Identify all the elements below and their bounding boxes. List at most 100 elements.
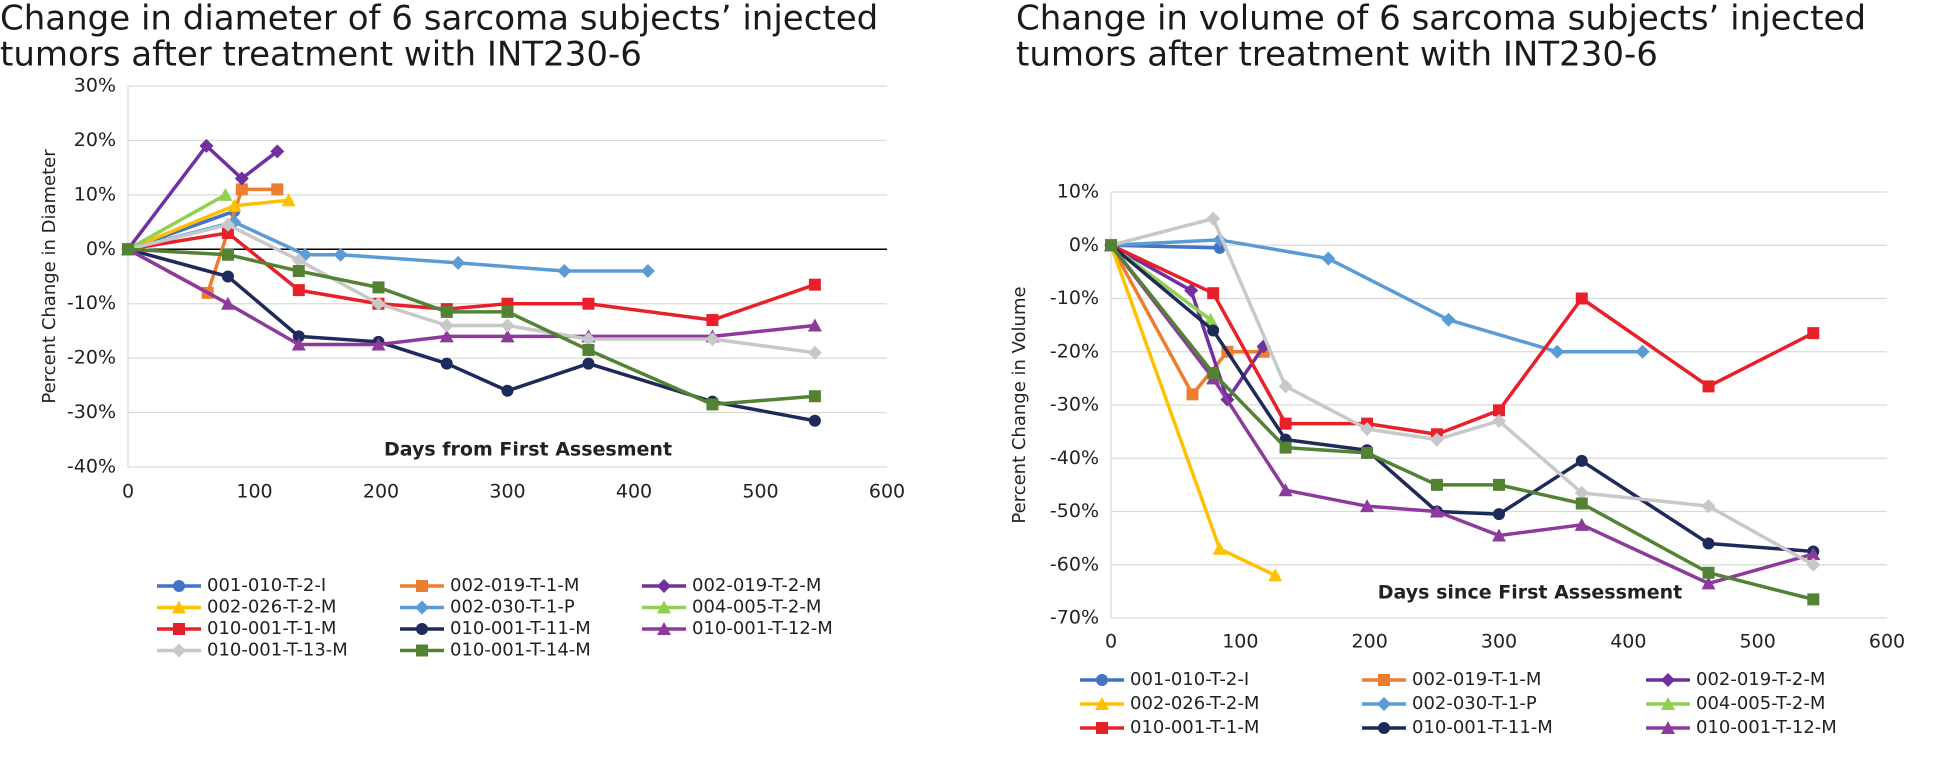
point bbox=[234, 171, 249, 186]
point bbox=[1360, 499, 1375, 513]
point bbox=[333, 247, 348, 262]
x-tick-label: 0 bbox=[122, 481, 134, 503]
legend-label: 002-019-T-1-M bbox=[1412, 669, 1541, 690]
x-tick-label: 200 bbox=[1352, 631, 1388, 653]
series bbox=[1110, 243, 1815, 437]
chart-title: tumors after treatment with INT230-6 bbox=[0, 35, 642, 75]
x-tick-label: 200 bbox=[363, 481, 399, 503]
legend-label: 004-005-T-2-M bbox=[692, 597, 821, 618]
point bbox=[1207, 287, 1220, 300]
point bbox=[291, 253, 306, 268]
legend-label: 002-030-T-1-P bbox=[450, 597, 575, 618]
series-line bbox=[126, 144, 279, 251]
point bbox=[371, 337, 386, 351]
point bbox=[371, 296, 386, 311]
point bbox=[220, 296, 235, 310]
legend-marker bbox=[172, 600, 186, 614]
chart-title: Change in diameter of 6 sarcoma subjects… bbox=[0, 0, 878, 39]
point bbox=[1702, 537, 1715, 550]
y-tick-label: -10% bbox=[67, 292, 116, 314]
legend-marker bbox=[1378, 674, 1390, 686]
legend-label: 001-010-T-2-I bbox=[207, 575, 326, 596]
point bbox=[1429, 432, 1444, 447]
point bbox=[1807, 593, 1820, 606]
series bbox=[126, 144, 279, 251]
series bbox=[1110, 243, 1266, 402]
point bbox=[1441, 312, 1456, 327]
y-tick-label: -30% bbox=[67, 401, 116, 423]
point bbox=[220, 217, 235, 232]
y-axis-label: Percent Change in Diameter bbox=[39, 149, 60, 404]
point bbox=[1701, 499, 1716, 514]
y-tick-label: -40% bbox=[67, 456, 116, 478]
point bbox=[1321, 251, 1336, 266]
point bbox=[1203, 312, 1218, 326]
point bbox=[1806, 557, 1821, 572]
y-tick-label: -20% bbox=[67, 347, 116, 369]
point bbox=[440, 357, 453, 370]
point bbox=[706, 398, 719, 411]
point bbox=[271, 183, 284, 196]
point bbox=[1278, 483, 1293, 497]
y-tick-label: -60% bbox=[1050, 553, 1099, 575]
point bbox=[706, 314, 719, 327]
point bbox=[1268, 568, 1283, 582]
point bbox=[640, 264, 655, 279]
point bbox=[1492, 413, 1506, 428]
legend-label: 010-001-T-1-M bbox=[1130, 717, 1259, 738]
y-tick-label: 30% bbox=[74, 75, 116, 97]
series-line bbox=[1110, 238, 1643, 354]
point bbox=[1207, 324, 1220, 337]
y-tick-label: 10% bbox=[1057, 181, 1099, 203]
point bbox=[807, 318, 822, 332]
legend-marker bbox=[416, 623, 428, 635]
point bbox=[1212, 541, 1227, 555]
point bbox=[581, 332, 596, 347]
point bbox=[451, 255, 466, 270]
series bbox=[127, 193, 227, 251]
point bbox=[235, 183, 248, 196]
point bbox=[1429, 504, 1444, 518]
y-tick-label: -50% bbox=[1050, 500, 1099, 522]
x-tick-label: 100 bbox=[236, 481, 272, 503]
point bbox=[1493, 404, 1505, 417]
x-tick-label: 300 bbox=[1481, 631, 1517, 653]
series-line bbox=[1110, 243, 1266, 402]
x-tick-label: 500 bbox=[742, 481, 778, 503]
legend-marker bbox=[172, 643, 186, 658]
point bbox=[1807, 327, 1820, 340]
point bbox=[1575, 454, 1588, 467]
chart-title: tumors after treatment with INT230-6 bbox=[1016, 35, 1658, 75]
legend-marker bbox=[416, 644, 428, 657]
x-tick-label: 0 bbox=[1105, 631, 1117, 653]
y-tick-label: 0% bbox=[1069, 234, 1099, 256]
legend-label: 010-001-T-1-M bbox=[207, 618, 336, 639]
point bbox=[292, 330, 305, 343]
legend-label: 002-019-T-2-M bbox=[1696, 669, 1825, 690]
point bbox=[1279, 417, 1292, 430]
point bbox=[1493, 508, 1505, 521]
point bbox=[291, 337, 306, 351]
point bbox=[1207, 367, 1220, 380]
point bbox=[1278, 379, 1293, 394]
point bbox=[1702, 566, 1715, 579]
legend-marker bbox=[1661, 697, 1675, 710]
legend-marker bbox=[416, 580, 428, 592]
point bbox=[270, 144, 285, 159]
point bbox=[1279, 441, 1292, 454]
y-tick-label: -40% bbox=[1050, 447, 1099, 469]
legend-marker bbox=[1661, 721, 1675, 734]
point bbox=[199, 138, 214, 153]
x-tick-label: 400 bbox=[1610, 631, 1646, 653]
y-axis-label: Percent Change in Volume bbox=[1009, 286, 1030, 523]
point bbox=[501, 305, 514, 318]
legend-marker bbox=[1378, 722, 1390, 734]
legend-marker bbox=[173, 580, 185, 592]
legend-marker bbox=[1096, 674, 1108, 686]
point bbox=[122, 243, 134, 256]
x-tick-label: 400 bbox=[616, 481, 652, 503]
point bbox=[221, 270, 234, 283]
y-tick-label: 0% bbox=[86, 238, 116, 260]
point bbox=[1550, 344, 1565, 359]
point bbox=[500, 329, 515, 343]
